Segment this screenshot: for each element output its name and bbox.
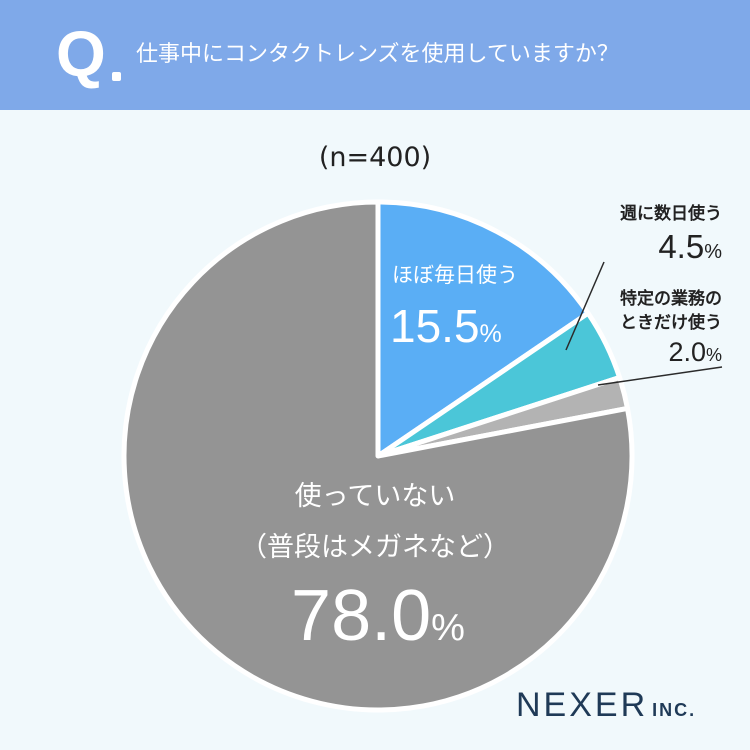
- label-daily: ほぼ毎日使う: [392, 263, 518, 287]
- slice-daily: [375, 199, 591, 459]
- label-specific-line1: 特定の業務の: [620, 288, 722, 309]
- q-dot-decoration: [112, 72, 121, 81]
- value-none-percent: %: [431, 607, 465, 649]
- leader-line-specific: [597, 366, 723, 386]
- nexer-logo: NEXER INC.: [516, 686, 696, 725]
- value-specific-percent: %: [706, 345, 722, 365]
- label-specific-line2: ときだけ使う: [620, 312, 722, 333]
- slice-none: [121, 199, 635, 713]
- leader-line-weekly: [565, 261, 605, 351]
- q-mark: Q: [56, 18, 106, 90]
- value-daily: 15.5%: [390, 300, 502, 352]
- value-daily-percent: %: [480, 320, 502, 348]
- brand-sub: INC.: [652, 700, 697, 720]
- value-weekly-percent: %: [704, 241, 722, 263]
- value-weekly: 4.5%: [658, 228, 722, 265]
- value-daily-number: 15.5: [390, 300, 480, 352]
- value-none-number: 78.0: [291, 576, 431, 656]
- sample-size-label: (n=400): [318, 142, 432, 173]
- question-text: 仕事中にコンタクトレンズを使用していますか？: [136, 42, 619, 67]
- value-specific: 2.0%: [668, 337, 722, 367]
- label-weekly: 週に数日使う: [620, 203, 722, 224]
- value-weekly-number: 4.5: [658, 228, 704, 265]
- brand-main: NEXER: [516, 686, 649, 724]
- value-specific-number: 2.0: [668, 337, 706, 367]
- label-none-line1: 使っていない: [295, 481, 456, 512]
- label-none-line2: （普段はメガネなど）: [240, 532, 510, 563]
- question-header: Q 仕事中にコンタクトレンズを使用していますか？: [0, 0, 750, 110]
- value-none: 78.0%: [291, 576, 465, 656]
